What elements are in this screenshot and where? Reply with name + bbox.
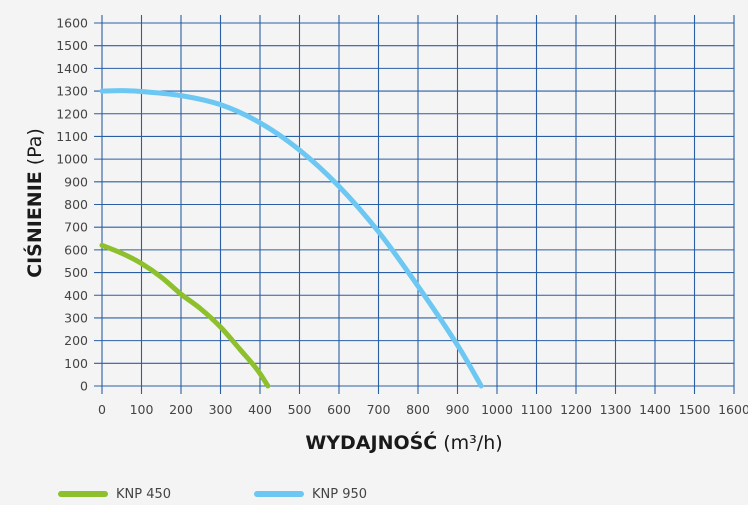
y-tick-label: 1000 [56,152,88,167]
y-tick-label: 700 [64,220,88,235]
x-tick-label: 200 [169,402,193,417]
x-axis-title: WYDAJNOŚĆ (m³/h) [305,430,502,454]
x-tick-label: 900 [446,402,470,417]
y-tick-label: 1100 [56,129,88,144]
legend-swatch-knp-950 [254,491,304,497]
legend-label-knp-450: KNP 450 [116,486,172,502]
chart: 0 100 200 300 400 500 600 700 800 900 1000 1100 1200… [22,15,748,454]
x-tick-label: 1600 [718,402,748,417]
x-tick-label: 1200 [560,402,592,417]
x-tick-label: 1300 [600,402,632,417]
y-tick-labels: 0 100 200 300 400 500 600 700 800 900 1000 1100 1200… [56,16,88,394]
x-tick-label: 400 [248,402,272,417]
legend: KNP 450 KNP 950 [0,484,748,504]
legend-label-knp-950: KNP 950 [312,486,368,502]
y-tick-label: 0 [80,379,88,394]
y-tick-label: 400 [64,288,88,303]
series-lines [99,88,484,389]
legend-swatch-knp-450 [58,491,108,497]
y-tick-label: 1200 [56,106,88,121]
x-tick-label: 1100 [521,402,553,417]
y-axis-title-unit: (Pa) [24,128,46,165]
y-axis-title: CIŚNIENIE (Pa) [22,128,46,278]
y-axis-title-main: CIŚNIENIE [22,171,46,278]
x-tick-label: 100 [130,402,154,417]
x-tick-label: 700 [367,402,391,417]
x-tick-label: 500 [288,402,312,417]
x-axis-title-unit: (m³/h) [443,432,502,454]
x-axis-title-main: WYDAJNOŚĆ [305,430,437,454]
x-tick-label: 1400 [639,402,671,417]
x-tick-label: 0 [98,402,106,417]
y-tick-label: 200 [64,333,88,348]
y-tick-label: 1400 [56,61,88,76]
x-tick-label: 300 [209,402,233,417]
x-tick-label: 800 [406,402,430,417]
x-tick-labels: 0 100 200 300 400 500 600 700 800 900 1000 1100 1200… [98,402,748,417]
series-line-knp-950 [99,88,484,389]
y-tick-label: 1300 [56,84,88,99]
y-tick-label: 1500 [56,38,88,53]
legend-item-knp-450: KNP 450 [58,484,171,504]
y-tick-label: 600 [64,242,88,257]
x-tick-label: 1000 [481,402,513,417]
y-tick-label: 100 [64,356,88,371]
y-tick-label: 300 [64,310,88,325]
y-tick-label: 500 [64,265,88,280]
x-tick-label: 600 [327,402,351,417]
grid [94,15,735,394]
x-tick-label: 1500 [679,402,711,417]
y-tick-label: 1600 [56,16,88,31]
y-tick-label: 800 [64,197,88,212]
legend-item-knp-950: KNP 950 [254,484,367,504]
series-line-knp-450 [99,242,271,389]
y-tick-label: 900 [64,174,88,189]
